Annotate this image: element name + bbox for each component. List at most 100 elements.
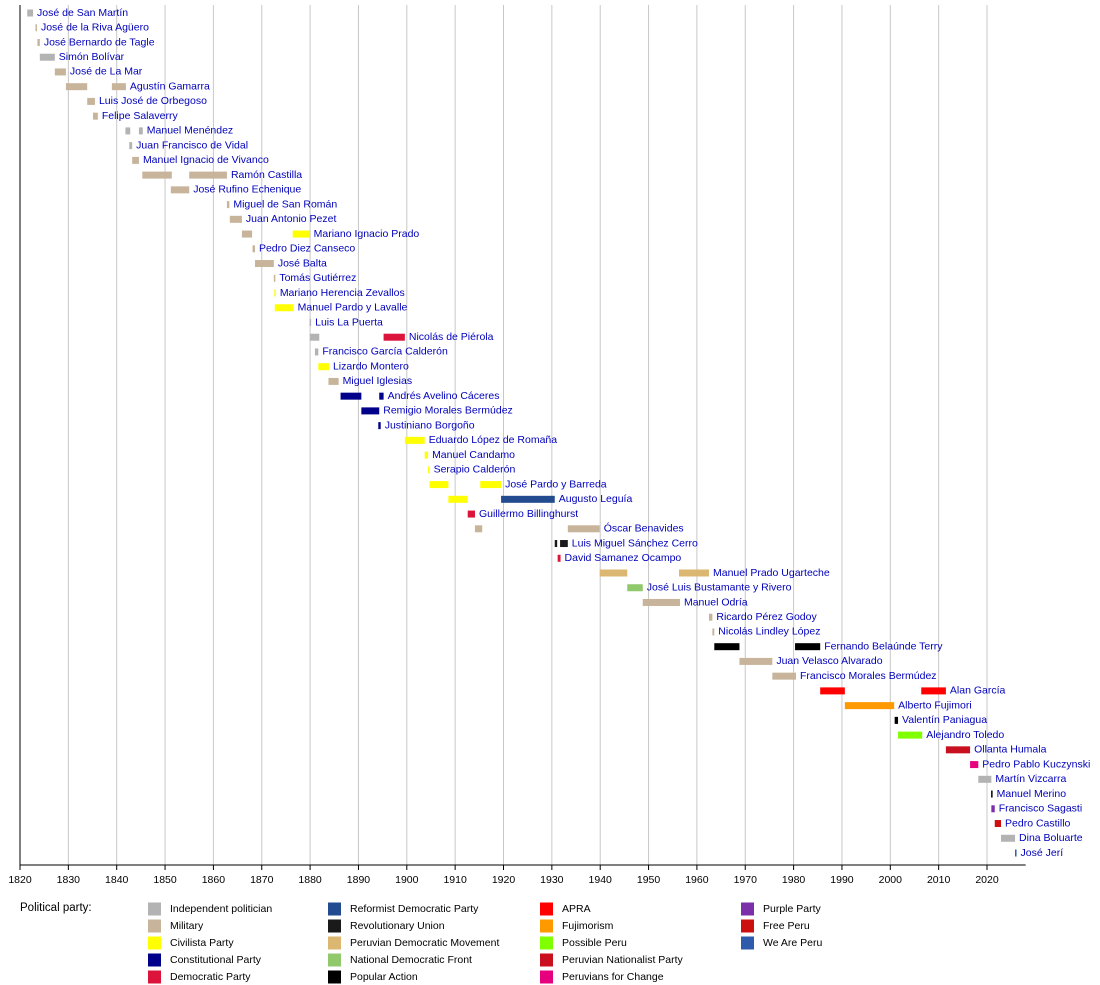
president-label[interactable]: Manuel Ignacio de Vivanco (143, 154, 269, 166)
president-label[interactable]: Miguel de San Román (233, 198, 337, 210)
president-label[interactable]: Mariano Herencia Zevallos (280, 287, 405, 299)
term-bar (170, 186, 190, 194)
president-label[interactable]: Felipe Salaverry (102, 110, 179, 122)
term-bar (467, 510, 475, 518)
president-label[interactable]: Lizardo Montero (333, 360, 409, 372)
president-label[interactable]: Luis La Puerta (315, 316, 383, 328)
president-label[interactable]: José de La Mar (70, 66, 143, 78)
x-tick-label: 1920 (492, 874, 516, 886)
president-label[interactable]: Mariano Ignacio Prado (314, 228, 420, 240)
president-label[interactable]: José de San Martín (37, 7, 128, 19)
president-label[interactable]: Andrés Avelino Cáceres (388, 390, 500, 402)
term-bar (978, 775, 992, 783)
legend-label: Free Peru (763, 920, 810, 932)
term-bar (1001, 834, 1016, 842)
x-tick-label: 2000 (879, 874, 903, 886)
term-bar (125, 127, 131, 135)
term-bar (474, 525, 483, 533)
x-tick-label: 1890 (347, 874, 371, 886)
president-label[interactable]: Ricardo Pérez Godoy (716, 611, 817, 623)
president-label[interactable]: José Bernardo de Tagle (44, 36, 155, 48)
term-bar (274, 304, 294, 312)
president-label[interactable]: Augusto Leguía (559, 493, 633, 505)
president-label[interactable]: Manuel Prado Ugarteche (713, 567, 830, 579)
president-label[interactable]: Nicolás de Piérola (409, 331, 494, 343)
term-bar (35, 24, 37, 32)
president-label[interactable]: Francisco Sagasti (999, 803, 1082, 815)
president-label[interactable]: Juan Antonio Pezet (246, 213, 337, 225)
president-label[interactable]: Pedro Diez Canseco (259, 243, 355, 255)
term-bar (428, 466, 430, 474)
president-label[interactable]: Agustín Gamarra (130, 80, 210, 92)
term-bar (309, 318, 312, 326)
term-bar (1015, 849, 1017, 857)
president-label[interactable]: José Luis Bustamante y Rivero (647, 582, 792, 594)
president-label[interactable]: Luis José de Orbegoso (99, 95, 207, 107)
term-bar (65, 83, 88, 91)
president-label[interactable]: Tomás Gutiérrez (279, 272, 356, 284)
president-label[interactable]: Juan Francisco de Vidal (136, 139, 248, 151)
president-label[interactable]: Justiniano Borgoño (385, 419, 475, 431)
president-label[interactable]: Manuel Odría (684, 596, 748, 608)
president-label[interactable]: Ramón Castilla (231, 169, 302, 181)
president-label[interactable]: José Rufino Echenique (193, 184, 301, 196)
term-bar (378, 422, 381, 430)
president-label[interactable]: José Pardo y Barreda (505, 478, 607, 490)
president-label[interactable]: Fernando Belaúnde Terry (824, 640, 943, 652)
term-bar (429, 481, 449, 489)
president-label[interactable]: Óscar Benavides (604, 522, 684, 535)
term-bar (383, 333, 405, 341)
legend-label: Reformist Democratic Party (350, 903, 479, 915)
term-bar (679, 569, 709, 577)
president-label[interactable]: Simón Bolívar (59, 51, 125, 63)
legend-label: Democratic Party (170, 971, 251, 983)
president-label[interactable]: Manuel Candamo (432, 449, 515, 461)
president-label[interactable]: Alejandro Toledo (926, 729, 1004, 741)
x-tick-label: 1990 (830, 874, 854, 886)
president-label[interactable]: José Jerí (1021, 847, 1064, 859)
term-bar (560, 540, 568, 548)
term-bar (991, 790, 993, 798)
legend-swatch (741, 936, 754, 950)
term-bar (642, 598, 680, 606)
term-bar (627, 584, 643, 592)
president-label[interactable]: Pedro Pablo Kuczynski (982, 758, 1090, 770)
term-bar (309, 333, 320, 341)
legend-label: APRA (562, 903, 591, 915)
president-label[interactable]: Valentín Paniagua (902, 714, 987, 726)
president-label[interactable]: Guillermo Billinghurst (479, 508, 578, 520)
legend-swatch (540, 902, 553, 916)
president-label[interactable]: José de la Riva Agüero (41, 22, 149, 34)
president-label[interactable]: Manuel Merino (997, 788, 1067, 800)
president-label[interactable]: Dina Boluarte (1019, 832, 1083, 844)
president-label[interactable]: Francisco Morales Bermúdez (800, 670, 937, 682)
president-label[interactable]: Martín Vizcarra (995, 773, 1066, 785)
president-label[interactable]: Miguel Iglesias (343, 375, 412, 387)
legend-title: Political party: (20, 902, 92, 914)
president-label[interactable]: Juan Velasco Alvarado (776, 655, 882, 667)
term-bar (557, 554, 561, 562)
president-label[interactable]: Pedro Castillo (1005, 817, 1071, 829)
president-label[interactable]: Luis Miguel Sánchez Cerro (572, 537, 698, 549)
president-label[interactable]: Francisco García Calderón (322, 346, 448, 358)
x-tick-label: 1910 (443, 874, 467, 886)
president-label[interactable]: Alan García (950, 685, 1006, 697)
president-label[interactable]: Serapio Calderón (434, 464, 516, 476)
term-bar (994, 820, 1002, 828)
term-bar (226, 201, 230, 209)
president-label[interactable]: David Samanez Ocampo (565, 552, 682, 564)
president-label[interactable]: Manuel Menéndez (147, 125, 233, 137)
x-tick-label: 2010 (927, 874, 951, 886)
president-label[interactable]: Alberto Fujimori (898, 699, 972, 711)
term-bar (93, 112, 98, 120)
legend-label: Fujimorism (562, 920, 614, 932)
president-label[interactable]: Nicolás Lindley López (718, 626, 820, 638)
president-label[interactable]: Ollanta Humala (974, 744, 1047, 756)
president-label[interactable]: Manuel Pardo y Lavalle (298, 302, 408, 314)
president-label[interactable]: José Balta (278, 257, 327, 269)
legend-swatch (540, 936, 553, 950)
president-label[interactable]: Remigio Morales Bermúdez (383, 405, 513, 417)
president-label[interactable]: Eduardo López de Romaña (429, 434, 558, 446)
legend-label: Peruvian Nationalist Party (562, 954, 684, 966)
